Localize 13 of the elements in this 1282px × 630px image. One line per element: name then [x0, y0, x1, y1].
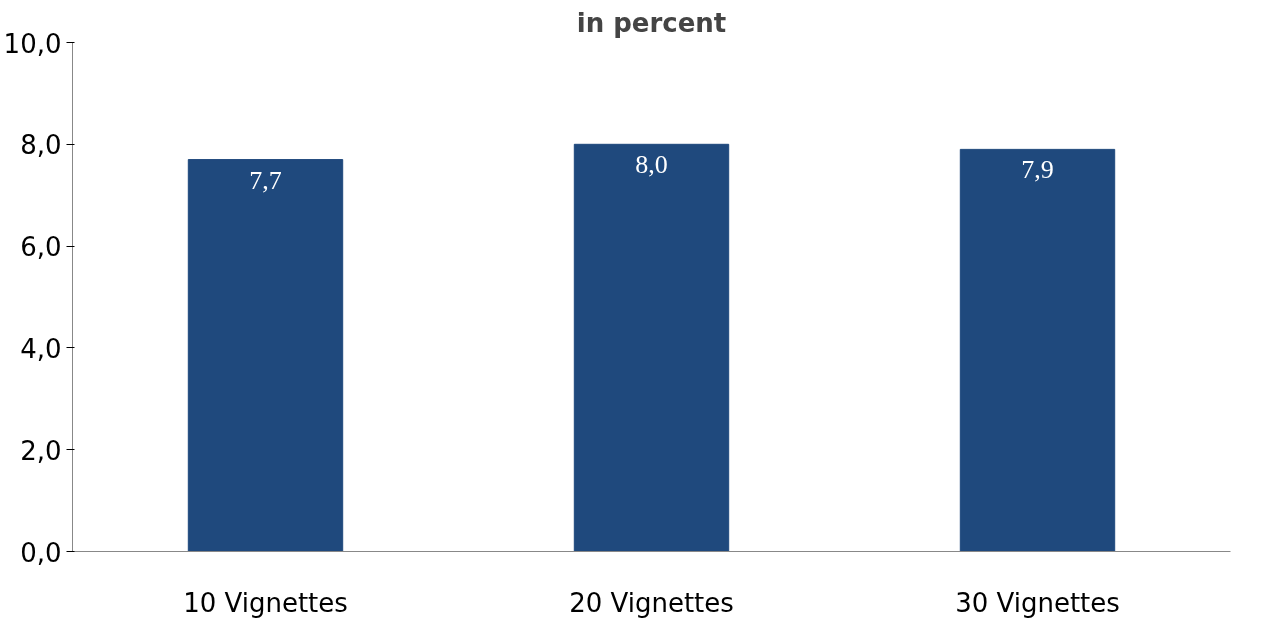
y-tick-label: 8,0 — [20, 130, 62, 161]
data-label: 7,7 — [249, 165, 282, 195]
data-label: 8,0 — [635, 150, 668, 180]
y-tick-label: 2,0 — [20, 435, 62, 466]
data-label: 7,9 — [1021, 155, 1054, 185]
y-tick-label: 6,0 — [20, 232, 62, 263]
y-tick-label: 4,0 — [20, 333, 62, 364]
x-tick-label: 30 Vignettes — [955, 587, 1120, 618]
y-tick-label: 0,0 — [20, 537, 62, 568]
x-tick-label: 10 Vignettes — [183, 587, 348, 618]
y-tick-label: 10,0 — [3, 28, 62, 59]
chart-title: in percent — [576, 7, 727, 38]
x-tick-label: 20 Vignettes — [569, 587, 734, 618]
